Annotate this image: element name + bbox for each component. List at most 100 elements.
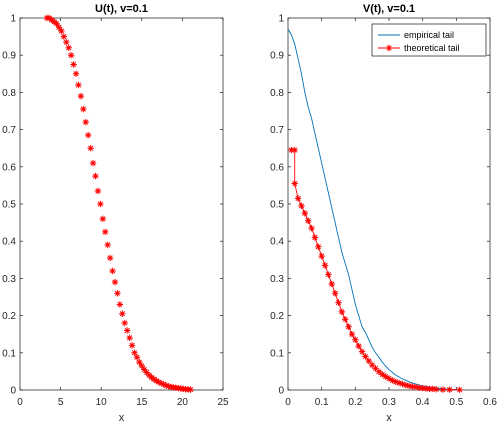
data-point-1 xyxy=(331,290,339,297)
data-point-0 xyxy=(85,131,92,139)
data-point-1 xyxy=(426,385,433,393)
data-point-0 xyxy=(106,254,114,262)
data-point-1 xyxy=(355,342,362,350)
y-tick-label: 0.5 xyxy=(2,200,16,211)
y-tick-label: 0.1 xyxy=(270,348,284,359)
legend-box xyxy=(371,23,487,57)
data-point-1 xyxy=(375,368,383,375)
x-tick-label: 0.4 xyxy=(416,397,430,408)
data-point-1 xyxy=(291,146,298,154)
data-point-0 xyxy=(153,377,160,384)
series-group-v xyxy=(287,28,463,394)
x-tick-label: 25 xyxy=(217,397,229,408)
y-tick-label: 0.3 xyxy=(2,274,16,285)
data-point-0 xyxy=(94,187,102,195)
data-point-0 xyxy=(102,228,109,236)
data-point-1 xyxy=(429,385,436,393)
x-tick-label: 0.6 xyxy=(483,397,497,408)
data-point-0 xyxy=(126,334,133,342)
data-point-1 xyxy=(409,383,416,390)
x-tick-label: 5 xyxy=(58,397,64,408)
data-point-1 xyxy=(379,371,386,378)
y-tick-label: 0.6 xyxy=(270,162,284,173)
data-point-0 xyxy=(155,378,163,386)
x-tick-label: 10 xyxy=(96,397,108,408)
y-tick-label: 0.8 xyxy=(270,88,284,99)
y-tick-label: 0.9 xyxy=(2,51,16,62)
data-point-1 xyxy=(365,357,372,365)
ticks-v: 0 0.1 0.2 0.3 0.4 0.5 0.6 0 0.1 0.2 0.3 0.4 0.5 0.6 0.… xyxy=(270,14,497,409)
data-point-1 xyxy=(399,380,406,388)
data-point-0 xyxy=(114,290,121,297)
data-point-0 xyxy=(158,380,165,387)
y-tick-label: 0.5 xyxy=(270,200,284,211)
data-point-0 xyxy=(116,301,124,308)
series-line-0 xyxy=(287,28,457,391)
y-tick-label: 1 xyxy=(10,14,16,25)
data-point-0 xyxy=(131,349,138,356)
data-point-0 xyxy=(165,383,172,390)
data-point-1 xyxy=(419,384,426,392)
chart-title-v: V(t), v=0.1 xyxy=(363,3,415,15)
data-point-0 xyxy=(72,70,80,77)
y-tick-label: 0 xyxy=(10,386,16,397)
data-point-1 xyxy=(311,234,319,241)
data-point-0 xyxy=(63,38,70,46)
data-point-0 xyxy=(75,81,82,89)
data-point-1 xyxy=(406,382,413,390)
data-point-1 xyxy=(308,224,315,232)
data-point-1 xyxy=(392,378,399,386)
x-tick-label: 0.1 xyxy=(315,397,329,408)
data-point-0 xyxy=(128,342,136,349)
y-tick-label: 0.4 xyxy=(270,237,284,248)
x-tick-label: 0.5 xyxy=(449,397,463,408)
data-point-0 xyxy=(141,366,148,373)
data-point-0 xyxy=(99,215,107,223)
data-point-1 xyxy=(446,386,453,393)
data-point-0 xyxy=(145,371,153,379)
data-point-0 xyxy=(89,159,97,167)
y-tick-label: 0.4 xyxy=(2,237,16,248)
data-point-0 xyxy=(133,354,141,361)
x-tick-label: 0.2 xyxy=(348,397,362,408)
data-point-1 xyxy=(416,384,423,391)
data-point-1 xyxy=(348,331,356,338)
chart-title-u: U(t), v=0.1 xyxy=(95,3,148,15)
data-point-1 xyxy=(352,336,359,343)
data-point-1 xyxy=(395,379,403,387)
y-tick-label: 0.2 xyxy=(2,311,16,322)
x-tick-label: 20 xyxy=(177,397,189,408)
data-point-1 xyxy=(372,365,379,372)
data-point-0 xyxy=(97,200,104,208)
data-point-0 xyxy=(53,20,60,27)
data-point-1 xyxy=(298,202,305,210)
data-point-1 xyxy=(342,316,349,323)
data-point-0 xyxy=(82,118,89,126)
data-point-1 xyxy=(288,146,295,154)
y-tick-label: 1 xyxy=(278,14,284,25)
series-group-u xyxy=(43,14,194,393)
y-tick-label: 0 xyxy=(278,386,284,397)
data-point-0 xyxy=(77,92,85,100)
panel-u: U(t), v=0.1 x 0 5 10 15 20 25 0 0.1 0.2 0.3 0.4 0.5… xyxy=(2,3,229,424)
x-tick-label: 0 xyxy=(285,397,291,408)
ticks-u: 0 5 10 15 20 25 0 0.1 0.2 0.3 0.4 0.5 0.6 0.7 0.8 0.9 1 xyxy=(2,14,229,409)
data-point-0 xyxy=(136,358,143,366)
data-point-0 xyxy=(111,278,119,286)
data-point-1 xyxy=(385,375,393,382)
data-point-0 xyxy=(121,319,128,327)
data-point-0 xyxy=(162,382,170,389)
y-tick-label: 0.6 xyxy=(2,162,16,173)
y-tick-label: 0.9 xyxy=(270,51,284,62)
data-point-0 xyxy=(55,24,63,31)
data-point-0 xyxy=(87,145,94,152)
x-tick-label: 15 xyxy=(136,397,148,408)
data-point-1 xyxy=(321,262,329,269)
data-point-1 xyxy=(412,383,420,391)
data-point-0 xyxy=(150,376,158,383)
data-point-1 xyxy=(439,386,447,393)
y-tick-label: 0.2 xyxy=(270,311,284,322)
data-point-0 xyxy=(58,27,65,35)
